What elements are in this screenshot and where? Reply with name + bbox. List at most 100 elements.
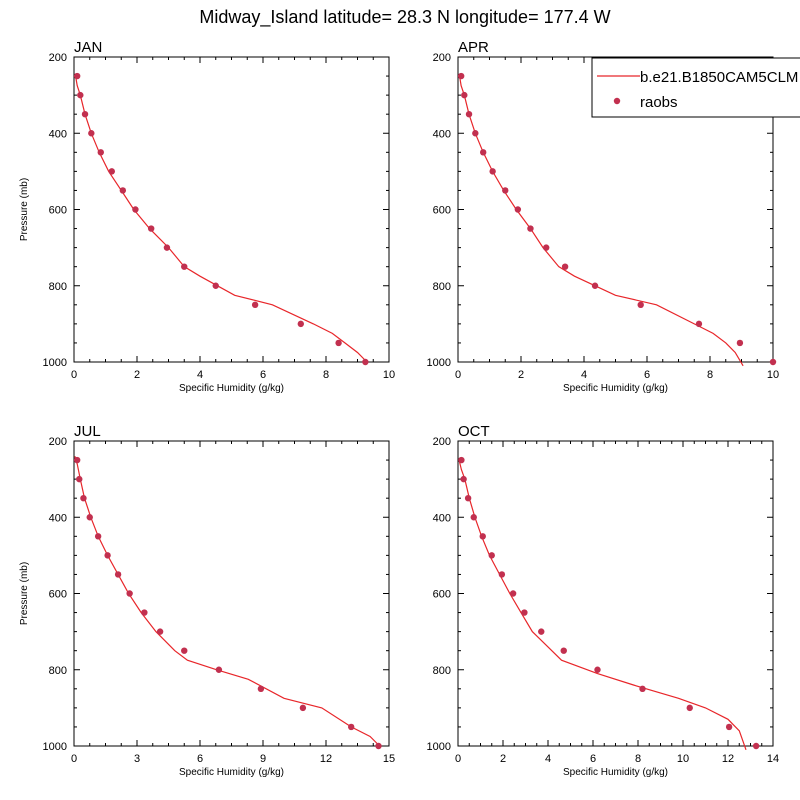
y-tick-label: 200 — [433, 52, 451, 64]
x-tick-label: 14 — [767, 753, 779, 765]
x-tick-label: 8 — [635, 753, 641, 765]
obs-point — [126, 590, 133, 597]
x-tick-label: 6 — [590, 753, 596, 765]
x-tick-label: 3 — [134, 753, 140, 765]
x-tick-label: 10 — [677, 753, 689, 765]
obs-point — [509, 590, 517, 597]
x-tick-label: 2 — [134, 369, 140, 381]
obs-point — [114, 571, 122, 578]
obs-point — [514, 206, 522, 213]
obs-point — [527, 225, 534, 232]
obs-point — [752, 742, 760, 750]
obs-point — [470, 514, 477, 521]
obs-point — [299, 704, 307, 712]
y-axis-label: Pressure (mb) — [19, 178, 30, 241]
panel-oct: 0 2 4 6 8 10 12 14 200 400 600 800 1000 OCT Specific H… — [427, 423, 780, 778]
legend-box — [591, 57, 800, 118]
x-tick-label: 2 — [500, 753, 506, 765]
y-tick-label: 200 — [49, 436, 67, 448]
x-axis-label: Specific Humidity (g/kg) — [563, 767, 668, 778]
x-tick-label: 15 — [383, 753, 395, 765]
x-tick-label: 6 — [197, 753, 203, 765]
obs-point — [465, 110, 473, 118]
y-tick-label: 200 — [49, 52, 67, 64]
obs-point — [479, 533, 486, 540]
obs-point — [498, 571, 506, 578]
obs-point — [736, 339, 744, 347]
y-tick-label: 400 — [433, 512, 451, 524]
obs-point — [460, 475, 467, 483]
obs-point — [591, 282, 599, 289]
y-tick-label: 600 — [49, 205, 67, 217]
obs-point — [488, 552, 495, 559]
obs-point — [86, 514, 93, 521]
panel-title: JAN — [74, 39, 102, 56]
x-tick-label: 4 — [197, 369, 203, 381]
legend-obs-marker — [613, 97, 621, 105]
y-tick-label: 400 — [433, 128, 451, 140]
x-axis-label: Specific Humidity (g/kg) — [563, 383, 668, 394]
obs-point — [560, 647, 567, 654]
obs-point — [502, 187, 509, 194]
obs-point — [695, 320, 703, 328]
obs-point — [141, 609, 148, 616]
obs-point — [521, 609, 528, 616]
obs-point — [457, 72, 465, 80]
obs-point — [464, 494, 472, 502]
obs-point — [77, 91, 84, 99]
x-tick-label: 10 — [383, 369, 395, 381]
y-axis-label: Pressure (mb) — [19, 562, 30, 625]
obs-point — [119, 187, 127, 194]
obs-point — [686, 704, 693, 712]
obs-point — [73, 72, 81, 80]
obs-point — [97, 149, 104, 156]
x-axis-label: Specific Humidity (g/kg) — [179, 767, 284, 778]
obs-point — [639, 685, 646, 693]
x-tick-label: 4 — [581, 369, 587, 381]
y-tick-label: 600 — [433, 205, 451, 217]
obs-point — [543, 244, 550, 251]
obs-point — [94, 533, 102, 540]
obs-point — [472, 130, 479, 137]
x-tick-label: 8 — [707, 369, 713, 381]
x-tick-label: 9 — [260, 753, 266, 765]
y-tick-label: 800 — [49, 281, 67, 293]
x-tick-label: 10 — [767, 369, 779, 381]
obs-point — [461, 91, 468, 99]
x-tick-label: 4 — [545, 753, 551, 765]
y-tick-label: 600 — [433, 589, 451, 601]
obs-point — [181, 263, 188, 270]
y-tick-label: 800 — [433, 665, 451, 677]
x-tick-label: 8 — [323, 369, 329, 381]
obs-point — [480, 149, 487, 156]
y-tick-label: 1000 — [43, 741, 67, 753]
y-tick-label: 800 — [433, 281, 451, 293]
obs-point — [335, 339, 342, 347]
model-line — [459, 76, 744, 367]
obs-point — [108, 168, 116, 175]
model-line — [74, 456, 381, 747]
y-tick-label: 400 — [49, 512, 67, 524]
panel-title: JUL — [74, 423, 101, 440]
obs-point — [81, 110, 89, 118]
panels: 0 2 4 6 8 10 200 400 600 800 1000 JAN Specific Humid… — [19, 39, 779, 778]
model-line — [458, 459, 747, 750]
legend-model-label: b.e21.B1850CAM5CLM — [640, 69, 798, 86]
obs-point — [458, 456, 465, 464]
obs-point — [156, 628, 164, 635]
obs-point — [80, 494, 87, 502]
y-tick-label: 1000 — [43, 357, 67, 369]
obs-point — [375, 742, 382, 750]
obs-point — [212, 282, 219, 289]
x-tick-label: 0 — [71, 753, 77, 765]
x-tick-label: 12 — [722, 753, 734, 765]
obs-point — [251, 301, 259, 309]
x-axis-label: Specific Humidity (g/kg) — [179, 383, 284, 394]
obs-point — [769, 358, 777, 366]
y-tick-label: 1000 — [427, 357, 451, 369]
obs-point — [104, 552, 111, 559]
figure-title: Midway_Island latitude= 28.3 N longitude… — [199, 7, 610, 28]
obs-point — [297, 320, 304, 328]
